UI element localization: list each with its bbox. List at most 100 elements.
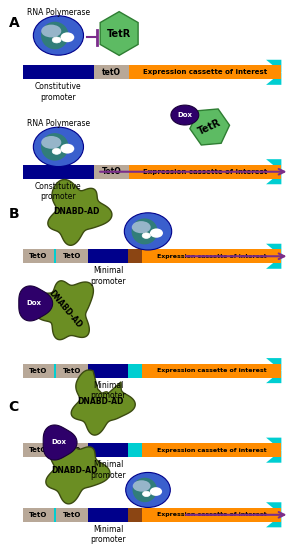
Bar — [88, 249, 128, 263]
Text: Expression cassette of interest: Expression cassette of interest — [157, 254, 266, 258]
Bar — [129, 165, 281, 179]
Text: TetO: TetO — [29, 253, 48, 259]
Text: Dox: Dox — [27, 300, 42, 306]
Ellipse shape — [41, 133, 69, 161]
Bar — [23, 165, 94, 179]
Text: TetO: TetO — [102, 167, 122, 176]
Bar — [57, 249, 88, 263]
Ellipse shape — [126, 472, 170, 508]
Ellipse shape — [132, 221, 151, 233]
Ellipse shape — [133, 480, 151, 492]
Bar — [94, 165, 129, 179]
Bar — [88, 508, 128, 522]
Bar — [23, 508, 54, 522]
Bar — [128, 508, 142, 522]
Text: Constitutive
promoter: Constitutive promoter — [35, 182, 82, 201]
Bar — [57, 443, 88, 457]
Ellipse shape — [124, 213, 172, 250]
Polygon shape — [19, 286, 53, 321]
Polygon shape — [43, 425, 77, 460]
Ellipse shape — [41, 136, 61, 149]
FancyArrow shape — [266, 244, 281, 269]
Polygon shape — [71, 370, 135, 435]
Text: Constitutive
promoter: Constitutive promoter — [35, 82, 82, 102]
Text: TetR: TetR — [197, 117, 223, 136]
Ellipse shape — [60, 32, 74, 42]
Bar — [23, 65, 94, 79]
Ellipse shape — [41, 25, 61, 37]
Bar — [94, 65, 129, 79]
Bar — [88, 443, 128, 457]
Ellipse shape — [142, 233, 150, 238]
Bar — [23, 443, 54, 457]
Bar — [23, 65, 281, 79]
FancyArrow shape — [266, 60, 281, 85]
Bar — [23, 165, 281, 179]
Text: Expression cassette of interest: Expression cassette of interest — [157, 512, 266, 518]
Text: DNABD-AD: DNABD-AD — [51, 465, 97, 475]
Bar — [128, 249, 142, 263]
Text: TetO: TetO — [63, 512, 82, 518]
Text: DNABD-AD: DNABD-AD — [47, 288, 84, 329]
Text: TetO: TetO — [63, 253, 82, 259]
Ellipse shape — [143, 491, 150, 497]
FancyArrow shape — [266, 159, 281, 184]
Text: RNA Polymerase: RNA Polymerase — [27, 119, 90, 128]
FancyArrow shape — [266, 438, 281, 463]
Text: Expression cassette of interest: Expression cassette of interest — [157, 448, 266, 453]
Text: Expression cassette of interest: Expression cassette of interest — [143, 69, 267, 75]
Polygon shape — [46, 438, 110, 504]
Ellipse shape — [33, 127, 83, 167]
Text: TetO: TetO — [29, 447, 48, 453]
Ellipse shape — [52, 37, 61, 43]
Ellipse shape — [33, 16, 83, 55]
Ellipse shape — [41, 21, 69, 50]
Text: Dox: Dox — [177, 112, 192, 118]
Text: Minimal
promoter: Minimal promoter — [90, 525, 126, 544]
Text: Expression cassette of interest: Expression cassette of interest — [157, 368, 266, 373]
Bar — [23, 249, 281, 263]
Text: Expression cassette of interest: Expression cassette of interest — [143, 169, 267, 175]
Ellipse shape — [150, 228, 163, 238]
Polygon shape — [48, 179, 112, 245]
Text: B: B — [9, 207, 19, 221]
Bar — [142, 443, 281, 457]
Text: Minimal
promoter: Minimal promoter — [90, 460, 126, 480]
FancyArrow shape — [266, 358, 281, 383]
Polygon shape — [100, 12, 138, 56]
Ellipse shape — [171, 105, 199, 125]
Text: DNABD-AD: DNABD-AD — [77, 397, 123, 406]
Text: A: A — [9, 15, 19, 30]
Bar — [142, 508, 281, 522]
Text: tetO: tetO — [102, 68, 121, 77]
Bar — [57, 364, 88, 377]
Bar — [23, 364, 281, 377]
Bar — [57, 508, 88, 522]
Text: TetO: TetO — [29, 512, 48, 518]
Bar — [23, 249, 54, 263]
Ellipse shape — [132, 478, 157, 502]
Text: TetO: TetO — [29, 367, 48, 373]
Polygon shape — [190, 109, 230, 145]
Bar — [88, 364, 128, 377]
Ellipse shape — [132, 218, 158, 244]
Bar — [142, 364, 281, 377]
Polygon shape — [31, 280, 93, 340]
Text: RNA Polymerase: RNA Polymerase — [27, 8, 90, 16]
Ellipse shape — [60, 144, 74, 153]
Bar — [142, 249, 281, 263]
Bar — [23, 508, 281, 522]
Text: TetO: TetO — [63, 447, 82, 453]
Text: TetO: TetO — [63, 367, 82, 373]
Text: Minimal
promoter: Minimal promoter — [90, 266, 126, 285]
Ellipse shape — [52, 148, 61, 155]
Text: TetR: TetR — [107, 29, 131, 38]
Ellipse shape — [150, 487, 162, 496]
FancyArrow shape — [266, 502, 281, 527]
Text: Dox: Dox — [51, 439, 66, 446]
Bar — [23, 443, 281, 457]
Text: DNABD-AD: DNABD-AD — [53, 207, 100, 216]
Bar — [129, 65, 281, 79]
Text: C: C — [9, 400, 19, 415]
Text: Minimal
promoter: Minimal promoter — [90, 381, 126, 400]
